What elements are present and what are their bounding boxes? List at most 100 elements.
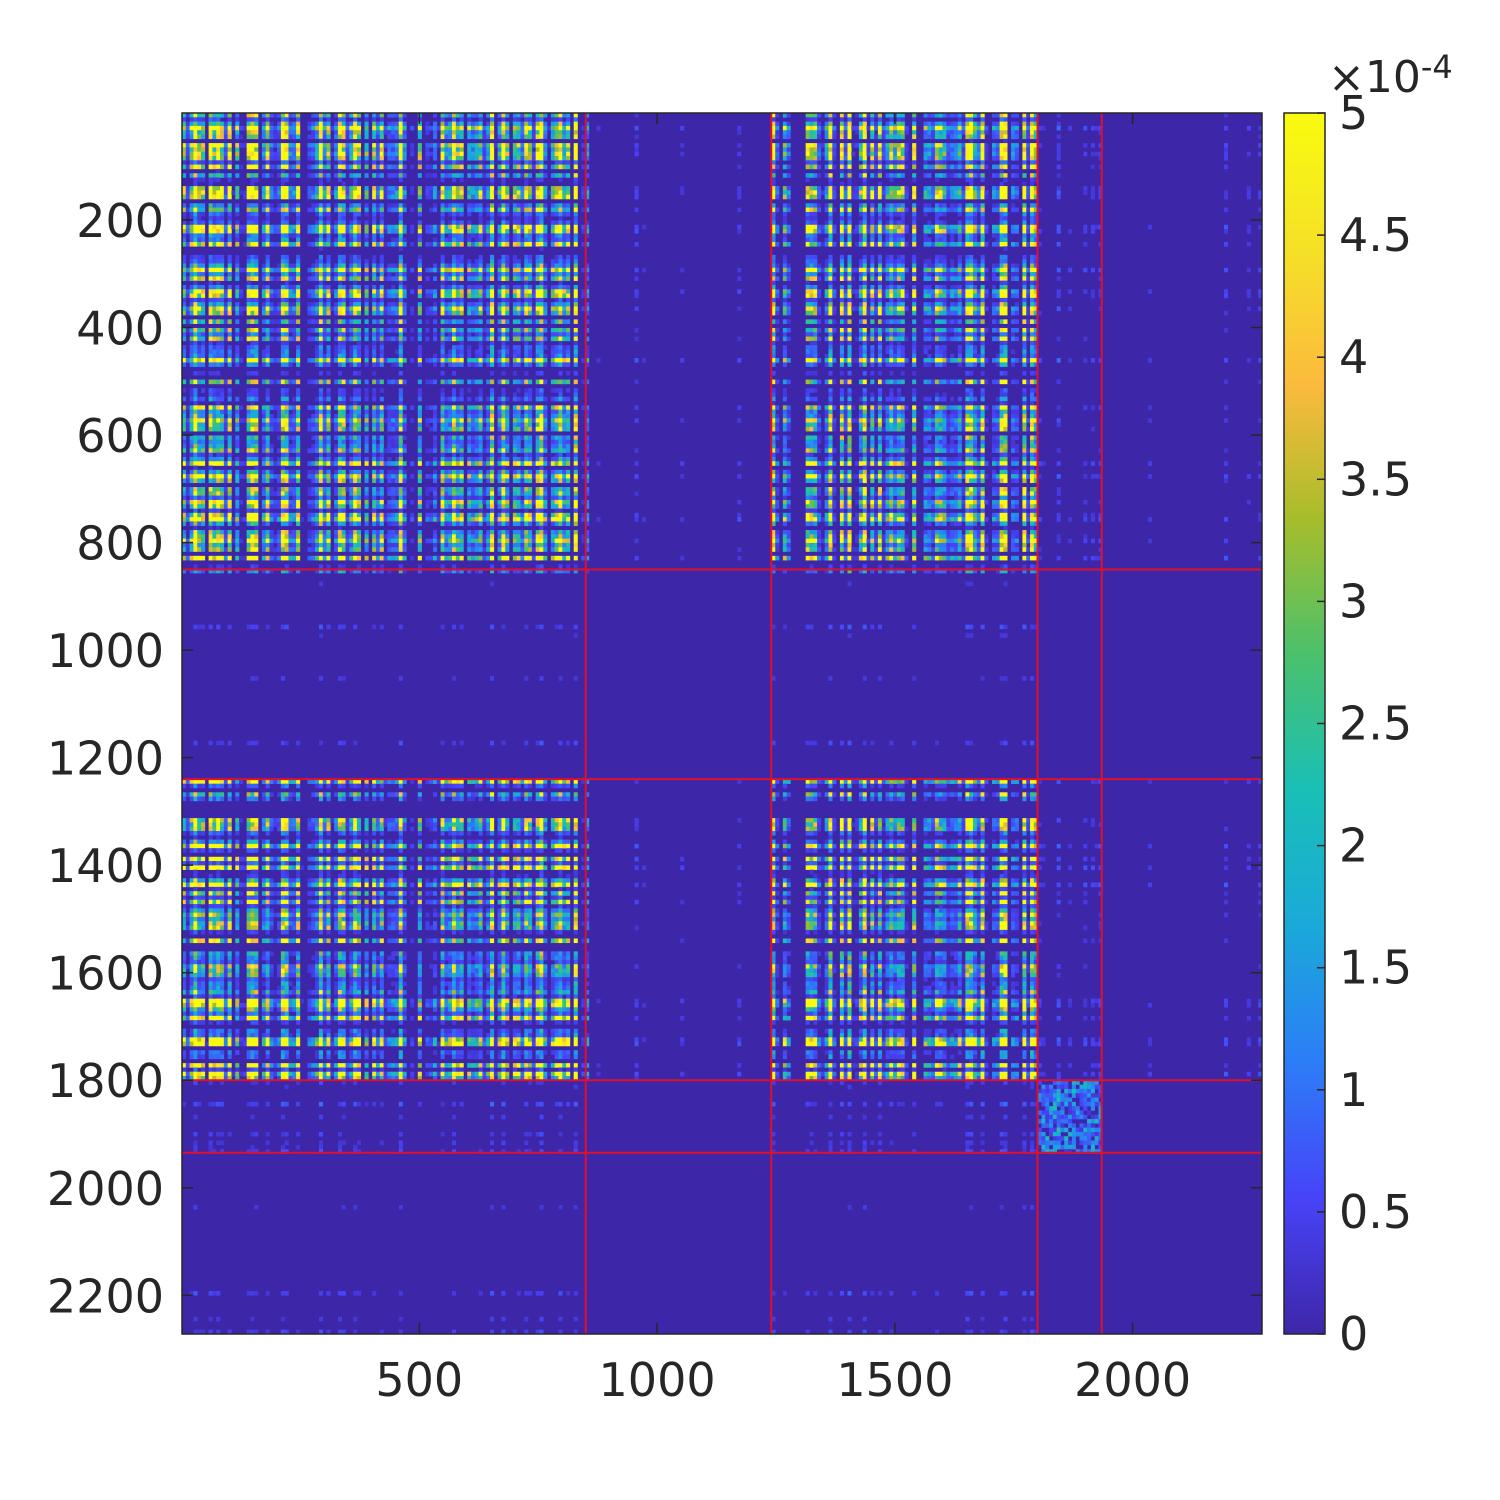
- heatmap-cell: [862, 254, 867, 260]
- heatmap-cell: [953, 164, 959, 170]
- heatmap-cell: [885, 186, 890, 191]
- heatmap-cell: [501, 125, 506, 131]
- heatmap-cell: [999, 224, 1004, 230]
- heatmap-cell: [254, 207, 259, 213]
- heatmap-cell: [889, 117, 894, 122]
- heatmap-cell: [535, 293, 540, 299]
- heatmap-cell: [520, 203, 525, 208]
- heatmap-cell: [737, 151, 742, 157]
- heatmap-cell: [250, 134, 255, 140]
- heatmap-cell: [893, 237, 898, 243]
- heatmap-cell: [280, 237, 285, 243]
- heatmap-cell: [474, 190, 479, 195]
- heatmap-cell: [387, 113, 392, 118]
- heatmap-cell: [992, 241, 997, 247]
- heatmap-cell: [432, 151, 438, 157]
- heatmap-cell: [220, 267, 225, 273]
- heatmap-cell: [934, 293, 940, 299]
- heatmap-cell: [182, 151, 187, 157]
- heatmap-cell: [250, 173, 255, 178]
- heatmap-cell: [364, 302, 369, 307]
- heatmap-cell: [980, 160, 985, 165]
- heatmap-cell: [896, 293, 902, 299]
- heatmap-cell: [444, 310, 449, 316]
- heatmap-cell: [558, 125, 563, 131]
- heatmap-cell: [889, 289, 894, 294]
- heatmap-cell: [972, 130, 978, 135]
- heatmap-cell: [904, 151, 909, 157]
- heatmap-cell: [288, 224, 293, 230]
- heatmap-cell: [550, 272, 555, 277]
- heatmap-cell: [269, 267, 274, 273]
- heatmap-cell: [208, 143, 213, 148]
- heatmap-cell: [353, 160, 358, 165]
- heatmap-cell: [497, 293, 502, 299]
- heatmap-cell: [528, 121, 533, 127]
- heatmap-cell: [1033, 233, 1038, 238]
- heatmap-cell: [885, 151, 890, 157]
- heatmap-cell: [478, 160, 483, 165]
- heatmap-cell: [334, 302, 339, 307]
- heatmap-cell: [486, 293, 491, 299]
- heatmap-cell: [923, 147, 928, 152]
- heatmap-cell: [554, 186, 559, 191]
- heatmap-cell: [1033, 125, 1038, 131]
- heatmap-cell: [953, 306, 959, 312]
- heatmap-cell: [501, 216, 506, 221]
- heatmap-cell: [356, 164, 362, 170]
- heatmap-cell: [398, 186, 403, 191]
- heatmap-cell: [782, 125, 787, 131]
- heatmap-cell: [912, 297, 917, 303]
- heatmap-cell: [1090, 224, 1095, 230]
- heatmap-cell: [885, 229, 890, 234]
- heatmap-cell: [311, 147, 316, 152]
- heatmap-cell: [182, 155, 187, 161]
- heatmap-cell: [265, 160, 270, 165]
- heatmap-cell: [353, 164, 358, 170]
- heatmap-cell: [900, 134, 905, 140]
- heatmap-cell: [311, 272, 316, 277]
- heatmap-cell: [566, 267, 571, 273]
- heatmap-cell: [471, 284, 476, 290]
- heatmap-cell: [972, 259, 978, 264]
- heatmap-cell: [197, 306, 202, 312]
- heatmap-cell: [562, 190, 567, 195]
- heatmap-cell: [1030, 160, 1035, 165]
- heatmap-cell: [432, 207, 438, 213]
- heatmap-cell: [467, 194, 472, 200]
- heatmap-cell: [1030, 125, 1035, 131]
- heatmap-cell: [387, 130, 392, 135]
- heatmap-cell: [326, 284, 331, 290]
- heatmap-cell: [839, 203, 844, 208]
- heatmap-cell: [261, 147, 266, 152]
- heatmap-cell: [824, 224, 829, 230]
- heatmap-cell: [478, 297, 483, 303]
- heatmap-cell: [965, 155, 970, 161]
- heatmap-cell: [273, 229, 278, 234]
- heatmap-cell: [885, 190, 890, 195]
- heatmap-cell: [452, 160, 457, 165]
- heatmap-cell: [1068, 267, 1073, 273]
- heatmap-cell: [398, 267, 403, 273]
- heatmap-cell: [356, 121, 362, 127]
- heatmap-cell: [273, 134, 278, 140]
- heatmap-cell: [550, 155, 555, 161]
- heatmap-cell: [387, 203, 392, 208]
- heatmap-cell: [885, 254, 890, 260]
- heatmap-cell: [326, 272, 331, 277]
- heatmap-cell: [394, 267, 400, 273]
- heatmap-cell: [885, 173, 890, 178]
- heatmap-cell: [471, 233, 476, 238]
- heatmap-cell: [452, 284, 457, 290]
- heatmap-cell: [356, 297, 362, 303]
- heatmap-cell: [391, 306, 396, 312]
- heatmap-cell: [216, 267, 221, 273]
- heatmap-cell: [353, 147, 358, 152]
- heatmap-cell: [786, 151, 791, 157]
- heatmap-cell: [1223, 241, 1229, 247]
- heatmap-cell: [501, 229, 506, 234]
- heatmap-cell: [273, 130, 278, 135]
- heatmap-cell: [992, 229, 997, 234]
- heatmap-cell: [775, 143, 780, 148]
- heatmap-cell: [896, 151, 902, 157]
